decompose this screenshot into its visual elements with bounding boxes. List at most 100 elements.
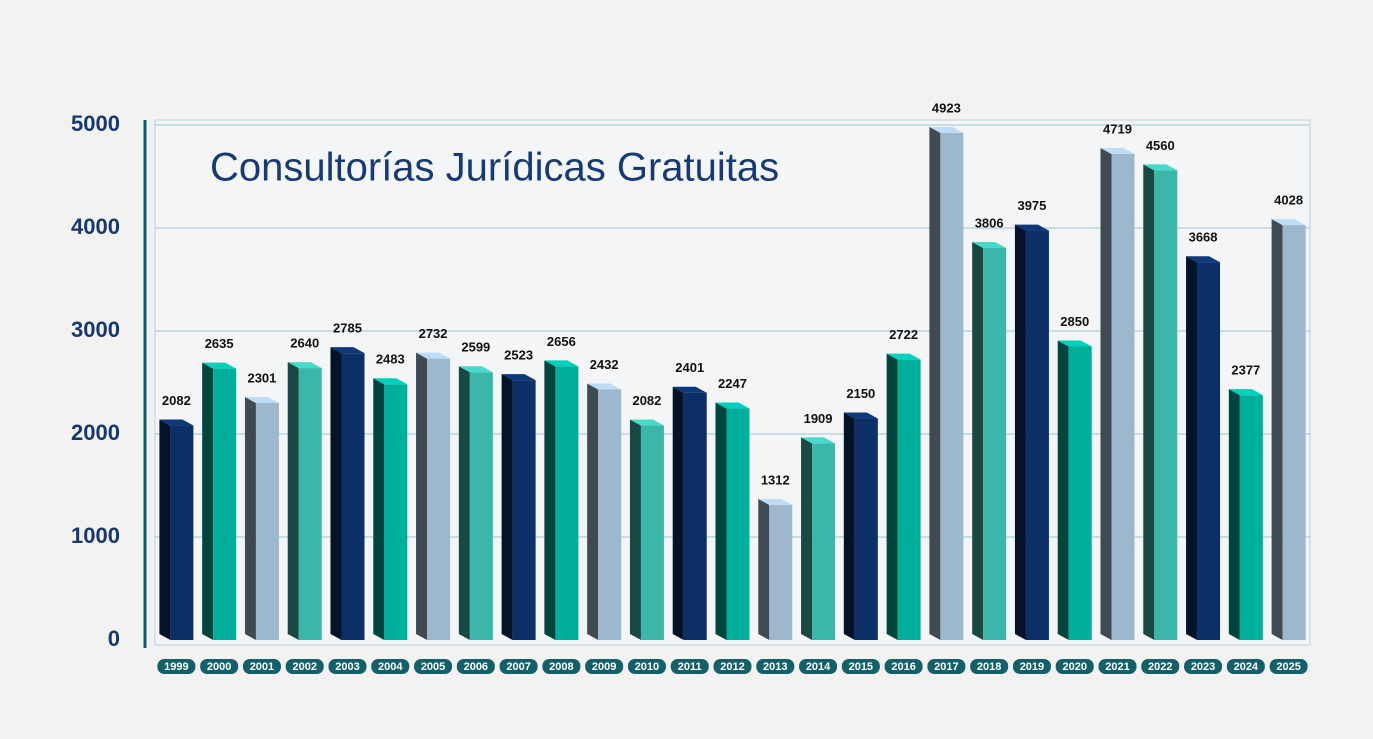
bar-side bbox=[672, 386, 684, 640]
value-label: 2247 bbox=[718, 376, 747, 391]
bar-top bbox=[1271, 219, 1306, 226]
y-tick-label: 2000 bbox=[71, 420, 120, 445]
bar bbox=[1111, 153, 1135, 640]
year-pill bbox=[713, 659, 752, 674]
value-label: 3668 bbox=[1189, 230, 1218, 245]
value-label: 4719 bbox=[1103, 121, 1132, 136]
bar-side bbox=[1186, 256, 1198, 640]
bar-side bbox=[202, 362, 214, 640]
value-label: 2640 bbox=[290, 336, 319, 351]
value-label: 4028 bbox=[1274, 193, 1303, 208]
year-pill bbox=[328, 659, 367, 674]
bar bbox=[1025, 230, 1049, 640]
value-label: 2635 bbox=[205, 336, 234, 351]
bar bbox=[213, 368, 237, 640]
bar-side bbox=[929, 126, 941, 640]
x-tick-label: 2016 bbox=[891, 661, 915, 673]
value-label: 1312 bbox=[761, 472, 790, 487]
bar-top bbox=[801, 437, 836, 444]
x-tick-label: 2011 bbox=[678, 661, 702, 673]
x-tick-label: 2012 bbox=[720, 661, 744, 673]
bar-side bbox=[1228, 389, 1240, 640]
bar-top bbox=[886, 353, 921, 360]
bar bbox=[255, 402, 279, 640]
bar bbox=[1197, 262, 1221, 640]
bar-side bbox=[1143, 164, 1155, 640]
bar bbox=[598, 389, 622, 640]
year-pill bbox=[1226, 659, 1265, 674]
bar-side bbox=[373, 378, 385, 640]
x-tick-label: 2013 bbox=[763, 661, 787, 673]
value-label: 2301 bbox=[247, 370, 276, 385]
bar bbox=[1154, 170, 1178, 640]
bar-top bbox=[373, 378, 408, 385]
y-tick-label: 4000 bbox=[71, 214, 120, 239]
x-tick-label: 2005 bbox=[421, 661, 445, 673]
bar bbox=[427, 358, 451, 640]
value-label: 2377 bbox=[1231, 363, 1260, 378]
bar bbox=[983, 247, 1007, 640]
bar bbox=[1068, 346, 1092, 640]
year-pill bbox=[756, 659, 795, 674]
bar-top bbox=[587, 383, 622, 390]
bar-side bbox=[843, 412, 855, 640]
bar-top bbox=[202, 362, 237, 369]
x-tick-label: 2020 bbox=[1062, 661, 1086, 673]
year-pill bbox=[285, 659, 324, 674]
bar-side bbox=[416, 352, 428, 640]
bar bbox=[726, 408, 750, 640]
bar-top bbox=[501, 374, 536, 381]
bar-side bbox=[1271, 219, 1283, 640]
bar-top bbox=[758, 498, 793, 505]
year-pill bbox=[542, 659, 581, 674]
bar-top bbox=[1186, 256, 1221, 263]
year-pill bbox=[1141, 659, 1180, 674]
year-pill bbox=[841, 659, 880, 674]
value-label: 3975 bbox=[1017, 198, 1046, 213]
bar-side bbox=[501, 374, 513, 640]
value-label: 2850 bbox=[1060, 314, 1089, 329]
value-label: 2656 bbox=[547, 334, 576, 349]
bar-top bbox=[287, 362, 322, 369]
x-tick-label: 2002 bbox=[292, 661, 316, 673]
bar-side bbox=[758, 498, 770, 640]
bar bbox=[683, 392, 707, 640]
x-tick-label: 2021 bbox=[1105, 661, 1129, 673]
bar-side bbox=[972, 241, 984, 640]
x-tick-label: 2010 bbox=[635, 661, 659, 673]
bar bbox=[555, 366, 579, 640]
bar-side bbox=[715, 402, 727, 640]
value-label: 2732 bbox=[419, 326, 448, 341]
bar-top bbox=[1014, 224, 1049, 231]
value-label: 2599 bbox=[461, 340, 490, 355]
x-tick-label: 2004 bbox=[378, 661, 403, 673]
bar-top bbox=[1143, 164, 1178, 171]
x-tick-label: 2014 bbox=[806, 661, 831, 673]
x-tick-label: 2023 bbox=[1191, 661, 1215, 673]
bar-top bbox=[330, 347, 365, 354]
bar-top bbox=[843, 412, 878, 419]
year-pill bbox=[414, 659, 453, 674]
year-pill bbox=[1184, 659, 1223, 674]
y-tick-label: 1000 bbox=[71, 523, 120, 548]
value-label: 2150 bbox=[846, 386, 875, 401]
bar bbox=[940, 132, 964, 640]
bar-top bbox=[159, 419, 194, 426]
bar bbox=[384, 384, 408, 640]
bar bbox=[469, 372, 493, 640]
year-pill bbox=[970, 659, 1009, 674]
year-pill bbox=[1269, 659, 1308, 674]
bar-top bbox=[458, 366, 493, 373]
value-label: 2483 bbox=[376, 352, 405, 367]
bar bbox=[1239, 395, 1263, 640]
bar bbox=[769, 504, 793, 640]
value-label: 2082 bbox=[162, 393, 191, 408]
bar-top bbox=[629, 419, 664, 426]
x-tick-label: 2019 bbox=[1020, 661, 1044, 673]
value-label: 2523 bbox=[504, 348, 533, 363]
bar bbox=[341, 353, 365, 640]
x-tick-label: 2001 bbox=[250, 661, 274, 673]
y-tick-label: 3000 bbox=[71, 317, 120, 342]
year-pill bbox=[1055, 659, 1094, 674]
bar-side bbox=[1100, 147, 1112, 640]
